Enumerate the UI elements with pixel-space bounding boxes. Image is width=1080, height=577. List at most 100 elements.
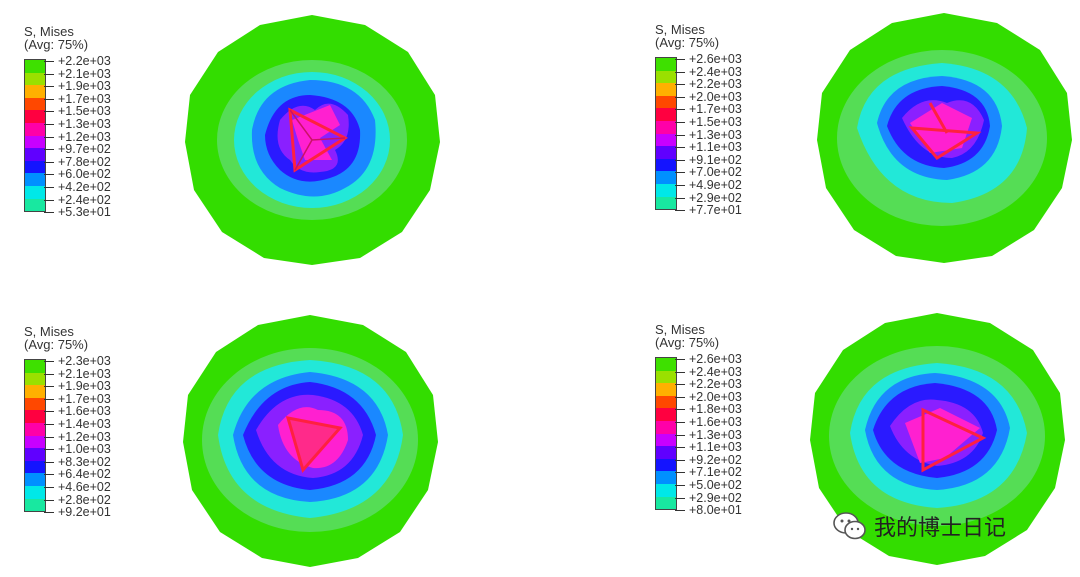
legend-value: +8.3e+02 [44, 456, 111, 469]
legend-value: +2.4e+02 [44, 193, 111, 207]
color-swatch [656, 58, 676, 71]
color-swatch [25, 397, 45, 411]
legend-subtitle: (Avg: 75%) [24, 37, 89, 52]
color-swatch [25, 198, 45, 212]
legend-value: +1.2e+03 [44, 130, 111, 144]
color-swatch [25, 498, 45, 512]
legend-value: +1.2e+03 [44, 430, 111, 444]
color-swatch [656, 458, 676, 472]
color-swatch [656, 183, 676, 197]
legend-value: +7.1e+02 [675, 466, 742, 479]
legend-value: +1.3e+03 [675, 128, 742, 142]
color-swatch [656, 146, 676, 159]
color-swatch [25, 160, 45, 174]
legend-labels: +2.6e+03 +2.4e+03 +2.2e+03 +2.0e+03 +1.8e+03… [675, 353, 742, 517]
color-swatch [25, 97, 45, 111]
legend-value: +1.1e+03 [675, 141, 742, 154]
legend-value: +1.3e+03 [675, 428, 742, 442]
legend-value: +2.3e+03 [44, 355, 111, 368]
color-bar [655, 57, 677, 211]
color-swatch [25, 185, 45, 199]
watermark-text: 我的博士日记 [874, 516, 1007, 541]
legend-value: +2.9e+02 [675, 491, 742, 505]
color-swatch [25, 372, 45, 386]
legend-value: +2.1e+03 [44, 367, 111, 381]
legend-value: +6.0e+02 [44, 168, 111, 181]
color-swatch [656, 395, 676, 409]
legend-labels: +2.3e+03 +2.1e+03 +1.9e+03 +1.7e+03 +1.6e+03… [44, 355, 111, 519]
color-swatch [656, 108, 676, 121]
legend-value: +8.0e+01 [675, 504, 742, 517]
color-swatch [656, 358, 676, 371]
legend-value: +9.1e+02 [675, 154, 742, 167]
legend-value: +2.9e+02 [675, 191, 742, 205]
legend-value: +7.8e+02 [44, 156, 111, 169]
legend-value: +1.9e+03 [44, 80, 111, 93]
color-swatch [656, 471, 676, 484]
legend-value: +2.0e+03 [675, 391, 742, 404]
legend-value: +2.6e+03 [675, 53, 742, 66]
color-swatch [656, 171, 676, 184]
legend-value: +1.9e+03 [44, 380, 111, 393]
legend-value: +2.2e+03 [675, 378, 742, 391]
legend-labels: +2.6e+03 +2.4e+03 +2.2e+03 +2.0e+03 +1.7e+03… [675, 53, 742, 217]
color-swatch [25, 85, 45, 98]
legend-value: +2.4e+03 [675, 65, 742, 79]
legend-value: +7.0e+02 [675, 166, 742, 179]
color-swatch [656, 483, 676, 497]
watermark: 我的博士日记 [832, 508, 1006, 544]
color-bar [24, 359, 46, 513]
legend-value: +9.2e+01 [44, 506, 111, 519]
legend-subtitle: (Avg: 75%) [655, 35, 720, 50]
legend-title: S, Mises [655, 22, 705, 37]
color-bar [655, 357, 677, 511]
color-swatch [656, 370, 676, 384]
legend-value: +1.6e+03 [44, 405, 111, 418]
legend-value: +1.1e+03 [675, 441, 742, 454]
color-swatch [656, 433, 676, 447]
stress-contour-plot-1 [185, 15, 440, 265]
legend-value: +2.1e+03 [44, 67, 111, 81]
legend-value: +4.2e+02 [44, 181, 111, 194]
legend-title: S, Mises [24, 324, 74, 339]
legend-value: +5.0e+02 [675, 479, 742, 492]
color-swatch [25, 122, 45, 136]
legend-subtitle: (Avg: 75%) [655, 335, 720, 350]
color-swatch [25, 460, 45, 474]
legend-value: +1.7e+03 [44, 393, 111, 406]
legend-subtitle: (Avg: 75%) [24, 337, 89, 352]
color-swatch [25, 72, 45, 86]
legend-value: +9.7e+02 [44, 143, 111, 156]
legend-value: +2.2e+03 [675, 78, 742, 91]
color-swatch [656, 83, 676, 96]
legend-value: +2.6e+03 [675, 353, 742, 366]
color-swatch [25, 422, 45, 436]
color-swatch [656, 446, 676, 459]
legend-value: +6.4e+02 [44, 468, 111, 481]
legend-value: +1.6e+03 [675, 416, 742, 429]
legend-value: +5.3e+01 [44, 206, 111, 219]
color-swatch [656, 120, 676, 134]
color-swatch [656, 420, 676, 434]
legend-value: +2.8e+02 [44, 493, 111, 507]
legend-3: S, Mises (Avg: 75%) +2.3e+03 +2.1e+03 +1.9… [24, 324, 111, 518]
color-swatch [656, 383, 676, 396]
color-bar [24, 59, 46, 213]
legend-title: S, Mises [655, 322, 705, 337]
color-swatch [25, 435, 45, 449]
legend-value: +9.2e+02 [675, 454, 742, 467]
legend-value: +1.5e+03 [675, 116, 742, 129]
color-swatch [656, 133, 676, 147]
color-swatch [656, 70, 676, 84]
legend-4: S, Mises (Avg: 75%) +2.6e+03 +2.4e+03 +2.2… [655, 322, 742, 516]
color-swatch [25, 473, 45, 486]
stress-contour-plot-4 [810, 313, 1065, 565]
legend-value: +2.0e+03 [675, 91, 742, 104]
legend-value: +1.7e+03 [44, 93, 111, 106]
color-swatch [25, 173, 45, 186]
legend-value: +1.8e+03 [675, 403, 742, 416]
legend-value: +2.4e+03 [675, 365, 742, 379]
color-swatch [656, 196, 676, 210]
legend-value: +1.7e+03 [675, 103, 742, 116]
stress-contour-plot-3 [183, 315, 438, 567]
